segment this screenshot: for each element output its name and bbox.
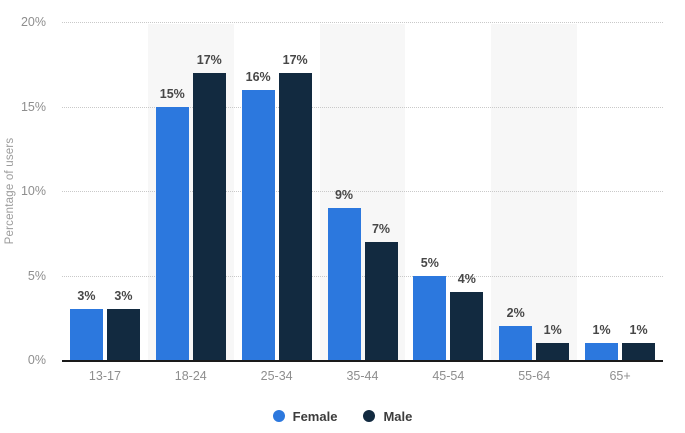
bar-female-13-17[interactable] [69,309,103,360]
plot-band-55-64 [491,24,578,361]
legend-swatch-male [363,410,376,422]
gridline-5pct [62,275,663,277]
legend-item-male[interactable]: Male [363,409,412,424]
bar-value-label-male-13-17: 3% [114,289,133,304]
bar-value-label-female-25-34: 16% [245,69,271,84]
legend: Female Male [0,404,685,428]
bar-value-label-male-18-24: 17% [196,52,222,67]
bar-value-label-male-35-44: 7% [371,221,391,236]
bar-value-label-male-25-34: 17% [282,52,308,67]
bar-male-18-24[interactable] [192,72,226,360]
legend-label-male: Male [383,408,413,424]
ytick-label-15pct: 15% [20,99,46,114]
bar-value-label-male-45-54: 4% [457,272,476,287]
bar-female-45-54[interactable] [413,275,447,360]
gridline-20pct [62,22,663,23]
bar-male-35-44[interactable] [364,241,398,360]
x-axis-line [62,360,663,362]
legend-item-female[interactable]: Female [272,408,338,424]
xtick-label-55-64: 55-64 [518,369,551,383]
ytick-label-5pct: 5% [27,268,46,283]
bar-value-label-male-65: 1% [629,323,648,338]
bar-male-45-54[interactable] [450,292,484,360]
bar-female-25-34[interactable] [241,89,275,360]
bar-value-label-female-13-17: 3% [77,289,96,304]
ytick-label-0pct: 0% [27,353,46,367]
bar-male-65[interactable] [622,343,656,360]
xtick-label-65: 65+ [609,369,631,383]
xtick-label-45-54: 45-54 [432,369,465,383]
bar-value-label-female-55-64: 2% [506,306,525,321]
bar-male-55-64[interactable] [536,343,570,360]
xtick-label-35-44: 35-44 [346,369,379,383]
xtick-label-25-34: 25-34 [260,369,293,383]
bar-value-label-female-18-24: 15% [159,86,185,101]
xtick-label-13-17: 13-17 [88,369,121,383]
bar-male-25-34[interactable] [278,72,312,360]
gridline-10pct [62,191,663,192]
bar-female-35-44[interactable] [327,207,361,360]
legend-swatch-female [272,410,285,422]
gridline-15pct [62,106,663,108]
bar-value-label-male-55-64: 1% [543,323,562,338]
xtick-label-18-24: 18-24 [174,369,207,383]
bar-value-label-female-65: 1% [592,323,611,338]
ytick-label-20pct: 20% [20,15,46,29]
bar-male-13-17[interactable] [106,309,140,360]
ytick-label-10pct: 10% [20,184,46,198]
bar-female-65[interactable] [585,343,619,360]
bar-female-18-24[interactable] [155,106,189,360]
bar-value-label-female-45-54: 5% [420,255,439,270]
bar-female-55-64[interactable] [499,326,533,360]
bar-value-label-female-35-44: 9% [334,187,354,202]
legend-label-female: Female [292,408,338,424]
